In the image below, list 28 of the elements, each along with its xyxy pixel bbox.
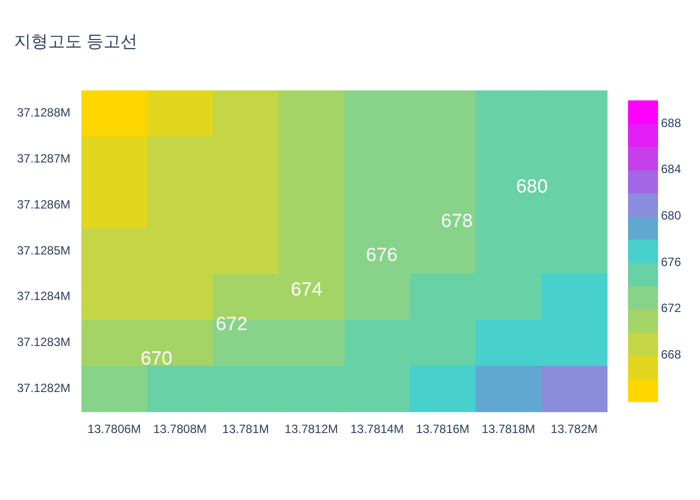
chart-title: 지형고도 등고선 [14,32,138,51]
color-bar-label: 676 [661,254,682,269]
annotation: 674 [290,280,323,301]
color-bar-label: 668 [661,348,682,362]
annotation: 676 [366,245,398,266]
x-tick-label: 13.7814M [350,422,404,436]
x-tick-label: 13.7812M [284,422,338,436]
color-bar-label: 680 [661,208,682,223]
x-tick-label: 13.7806M [88,422,141,436]
annotation: 678 [440,210,473,232]
annotation: 672 [216,314,248,336]
color-bar-label: 672 [661,301,682,316]
y-tick-label: 37.1285M [17,243,70,258]
y-tick-label: 37.1282M [17,380,70,395]
y-tick-label: 37.1288M [17,106,70,120]
annotation: 670 [140,348,172,370]
y-tick-label: 37.1283M [17,335,70,350]
x-tick-label: 13.781M [222,422,269,436]
x-tick-label: 13.782M [550,422,598,436]
color-bar-label: 684 [661,162,682,176]
color-bar-label: 688 [661,116,682,130]
x-tick-label: 13.7818M [482,422,536,436]
x-tick-label: 13.7816M [416,422,470,436]
x-tick-label: 13.7808M [153,422,207,436]
y-tick-label: 37.1284M [17,289,70,304]
annotation: 680 [516,176,548,198]
y-tick-label: 37.1286M [17,197,70,212]
y-tick-label: 37.1287M [17,152,70,166]
